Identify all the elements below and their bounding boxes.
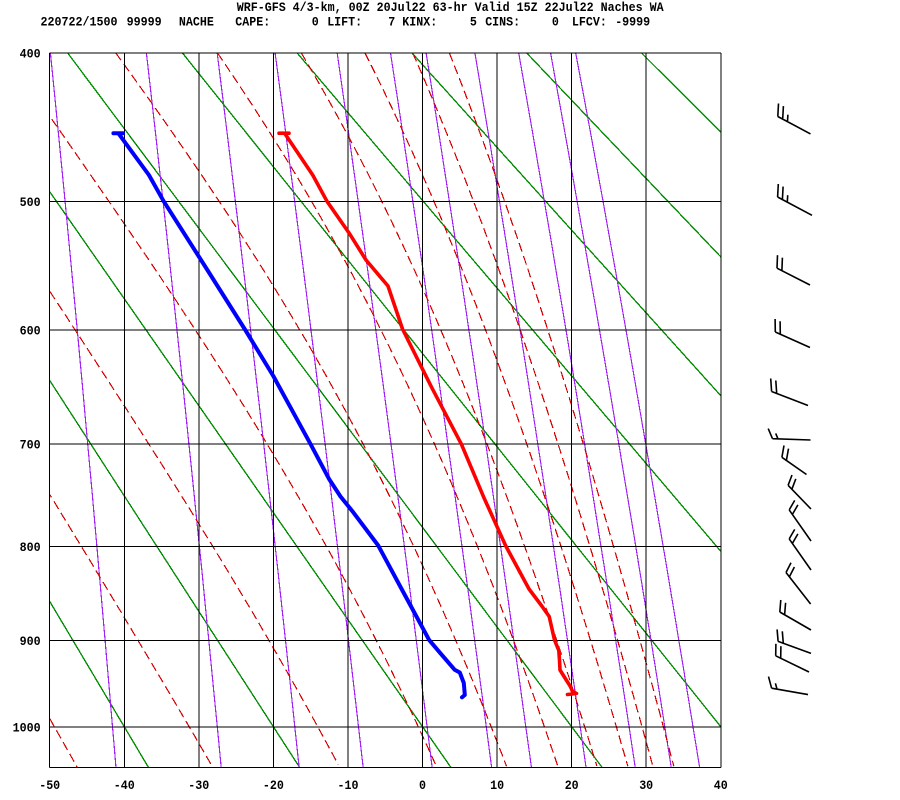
svg-text:LIFT:: LIFT: — [327, 14, 362, 29]
svg-text:-40: -40 — [114, 778, 135, 793]
svg-text:-10: -10 — [338, 778, 359, 793]
svg-text:700: 700 — [20, 437, 41, 452]
svg-text:KINX:: KINX: — [402, 14, 437, 29]
svg-text:CAPE:: CAPE: — [235, 14, 270, 29]
svg-text:900: 900 — [20, 634, 41, 649]
svg-text:20: 20 — [565, 778, 579, 793]
svg-text:0: 0 — [312, 14, 319, 29]
svg-text:-20: -20 — [263, 778, 284, 793]
svg-text:0: 0 — [552, 14, 559, 29]
svg-text:220722/1500: 220722/1500 — [41, 14, 118, 29]
svg-text:40: 40 — [714, 778, 728, 793]
svg-text:1000: 1000 — [13, 720, 41, 735]
svg-text:-9999: -9999 — [615, 14, 650, 29]
svg-text:7: 7 — [388, 14, 395, 29]
svg-text:WRF-GFS 4/3-km, 00Z 20Jul22 63: WRF-GFS 4/3-km, 00Z 20Jul22 63-hr Valid … — [237, 0, 664, 15]
svg-text:600: 600 — [20, 324, 41, 339]
svg-text:-30: -30 — [188, 778, 209, 793]
svg-text:10: 10 — [490, 778, 504, 793]
svg-text:500: 500 — [20, 195, 41, 210]
svg-text:800: 800 — [20, 540, 41, 555]
svg-text:0: 0 — [419, 778, 426, 793]
svg-text:NACHE: NACHE — [179, 14, 214, 29]
svg-text:LFCV:: LFCV: — [572, 14, 607, 29]
svg-text:99999: 99999 — [127, 14, 162, 29]
svg-text:400: 400 — [20, 47, 41, 62]
svg-text:30: 30 — [639, 778, 653, 793]
svg-text:5: 5 — [470, 14, 477, 29]
svg-text:-50: -50 — [39, 778, 60, 793]
svg-text:CINS:: CINS: — [485, 14, 520, 29]
